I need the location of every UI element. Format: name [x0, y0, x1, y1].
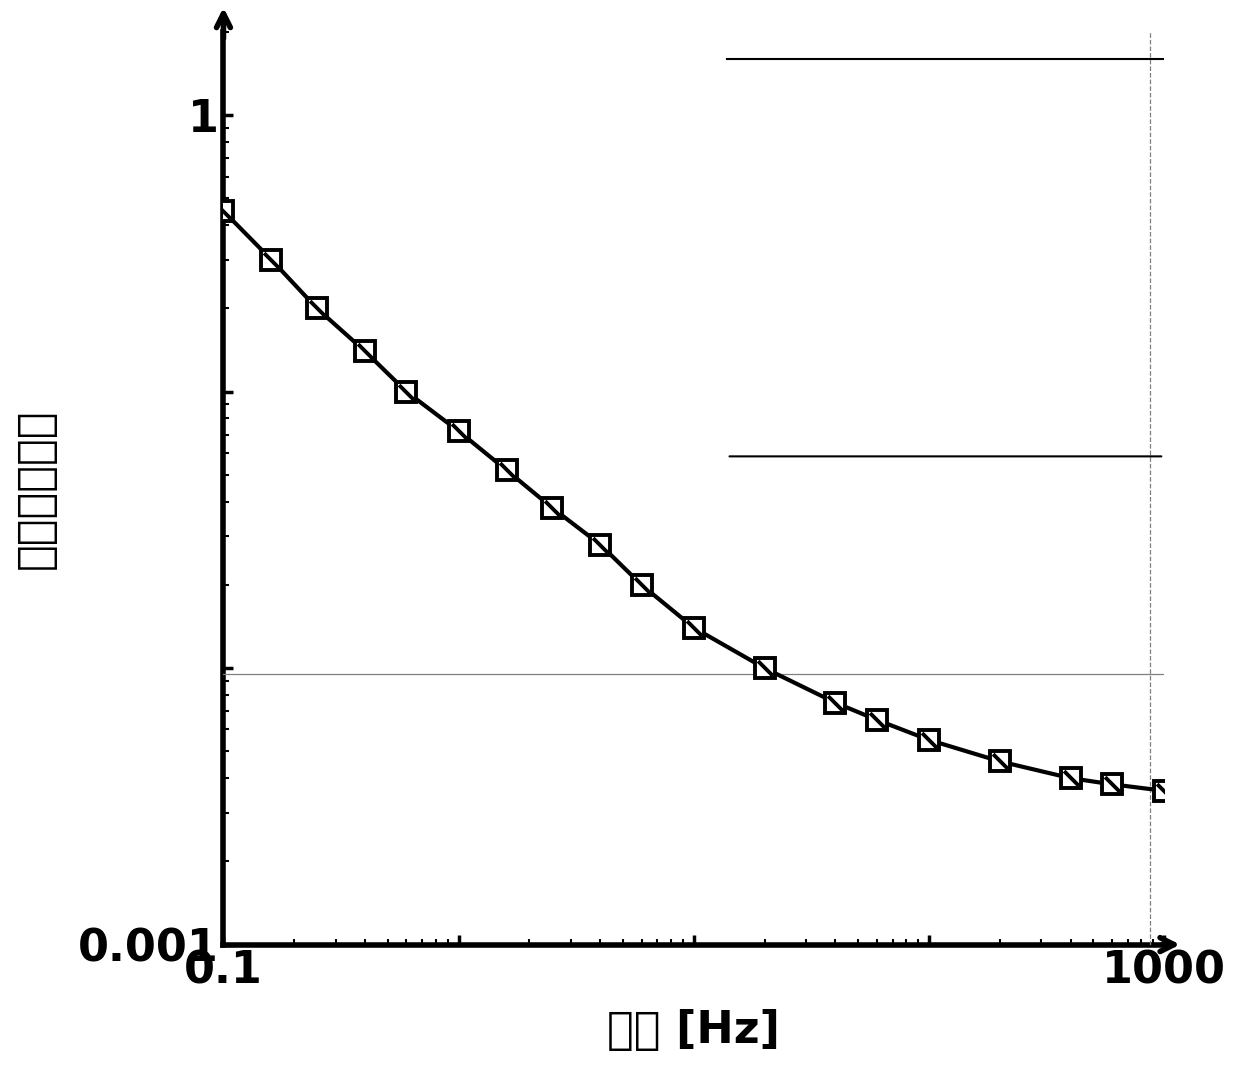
Y-axis label: 介质损耗因数: 介质损耗因数	[14, 408, 57, 568]
X-axis label: 频率 [Hz]: 频率 [Hz]	[608, 1010, 780, 1052]
